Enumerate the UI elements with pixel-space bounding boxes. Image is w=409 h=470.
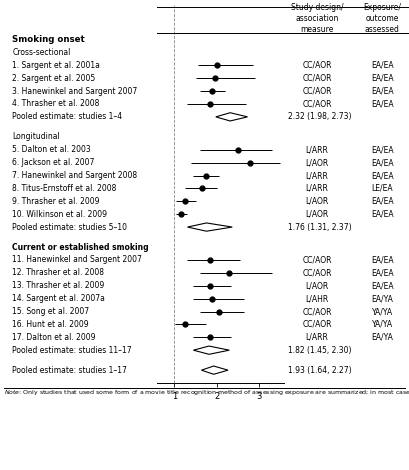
Text: 7. Hanewinkel and Sargent 2008: 7. Hanewinkel and Sargent 2008 (12, 171, 137, 180)
Text: Exposure/
outcome
assessed: Exposure/ outcome assessed (364, 3, 401, 34)
Text: CC/AOR: CC/AOR (302, 320, 332, 329)
Text: 11. Hanewinkel and Sargent 2007: 11. Hanewinkel and Sargent 2007 (12, 255, 142, 265)
Text: 5. Dalton et al. 2003: 5. Dalton et al. 2003 (12, 145, 91, 154)
Text: 15. Song et al. 2007: 15. Song et al. 2007 (12, 307, 90, 316)
Text: CC/AOR: CC/AOR (302, 268, 332, 277)
Text: 2.32 (1.98, 2.73): 2.32 (1.98, 2.73) (288, 112, 352, 121)
Text: EA/EA: EA/EA (371, 145, 394, 154)
Text: L/AOR: L/AOR (306, 210, 328, 219)
Text: 12. Thrasher et al. 2008: 12. Thrasher et al. 2008 (12, 268, 104, 277)
Polygon shape (201, 366, 228, 374)
Text: 17. Dalton et al. 2009: 17. Dalton et al. 2009 (12, 333, 96, 342)
Text: Pooled estimate: studies 5–10: Pooled estimate: studies 5–10 (12, 223, 127, 232)
Text: CC/AOR: CC/AOR (302, 86, 332, 95)
Polygon shape (216, 113, 247, 121)
Text: L/ARR: L/ARR (306, 184, 328, 193)
Text: LE/EA: LE/EA (372, 184, 393, 193)
Text: Pooled estimate: studies 1–17: Pooled estimate: studies 1–17 (12, 366, 127, 375)
Text: L/ARR: L/ARR (306, 333, 328, 342)
Text: EA/EA: EA/EA (371, 171, 394, 180)
Text: EA/EA: EA/EA (371, 74, 394, 83)
Text: 1.76 (1.31, 2.37): 1.76 (1.31, 2.37) (288, 223, 352, 232)
Text: Longitudinal: Longitudinal (12, 133, 60, 141)
Text: EA/EA: EA/EA (371, 255, 394, 265)
Text: L/AOR: L/AOR (306, 197, 328, 206)
Text: 13. Thrasher et al. 2009: 13. Thrasher et al. 2009 (12, 281, 105, 290)
Text: CC/AOR: CC/AOR (302, 255, 332, 265)
Text: EA/EA: EA/EA (371, 197, 394, 206)
Text: EA/EA: EA/EA (371, 281, 394, 290)
Text: 6. Jackson et al. 2007: 6. Jackson et al. 2007 (12, 158, 94, 167)
Text: Smoking onset: Smoking onset (12, 35, 85, 44)
Polygon shape (193, 346, 229, 354)
Text: CC/AOR: CC/AOR (302, 74, 332, 83)
Text: Pooled estimate: studies 1–4: Pooled estimate: studies 1–4 (12, 112, 122, 121)
Text: 1. Sargent et al. 2001a: 1. Sargent et al. 2001a (12, 61, 100, 70)
Text: $\it{Note}$: Only studies that used some form of a movie title recognition metho: $\it{Note}$: Only studies that used some… (4, 388, 409, 397)
Text: 9. Thrasher et al. 2009: 9. Thrasher et al. 2009 (12, 197, 100, 206)
Polygon shape (187, 223, 232, 231)
Text: EA/EA: EA/EA (371, 268, 394, 277)
Text: EA/EA: EA/EA (371, 86, 394, 95)
Text: EA/YA: EA/YA (371, 333, 393, 342)
Text: Study design/
association
measure: Study design/ association measure (291, 3, 343, 34)
Text: EA/EA: EA/EA (371, 210, 394, 219)
Text: 10. Wilkinson et al. 2009: 10. Wilkinson et al. 2009 (12, 210, 107, 219)
Text: CC/AOR: CC/AOR (302, 100, 332, 109)
Text: EA/EA: EA/EA (371, 158, 394, 167)
Text: 2. Sargent et al. 2005: 2. Sargent et al. 2005 (12, 74, 96, 83)
Text: L/AOR: L/AOR (306, 281, 328, 290)
Text: 4. Thrasher et al. 2008: 4. Thrasher et al. 2008 (12, 100, 100, 109)
Text: 1.93 (1.64, 2.27): 1.93 (1.64, 2.27) (288, 366, 352, 375)
Text: 16. Hunt et al. 2009: 16. Hunt et al. 2009 (12, 320, 89, 329)
Text: CC/AOR: CC/AOR (302, 307, 332, 316)
Text: 1.82 (1.45, 2.30): 1.82 (1.45, 2.30) (288, 345, 352, 355)
Text: EA/EA: EA/EA (371, 100, 394, 109)
Text: L/AHR: L/AHR (306, 294, 328, 303)
Text: YA/YA: YA/YA (372, 307, 393, 316)
Text: L/ARR: L/ARR (306, 145, 328, 154)
Text: Current or established smoking: Current or established smoking (12, 243, 149, 251)
Text: 3. Hanewinkel and Sargent 2007: 3. Hanewinkel and Sargent 2007 (12, 86, 137, 95)
Text: L/ARR: L/ARR (306, 171, 328, 180)
Text: EA/EA: EA/EA (371, 61, 394, 70)
Text: 14. Sargent et al. 2007a: 14. Sargent et al. 2007a (12, 294, 105, 303)
Text: L/AOR: L/AOR (306, 158, 328, 167)
Text: CC/AOR: CC/AOR (302, 61, 332, 70)
Text: Pooled estimate: studies 11–17: Pooled estimate: studies 11–17 (12, 345, 132, 355)
Text: YA/YA: YA/YA (372, 320, 393, 329)
Text: Cross-sectional: Cross-sectional (12, 48, 71, 57)
Text: 8. Titus-Ernstoff et al. 2008: 8. Titus-Ernstoff et al. 2008 (12, 184, 117, 193)
Text: EA/YA: EA/YA (371, 294, 393, 303)
